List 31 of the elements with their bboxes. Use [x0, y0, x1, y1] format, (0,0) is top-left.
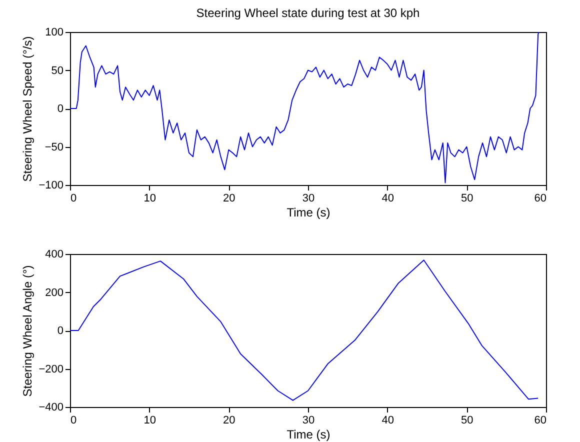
x-tick-label: 0 — [70, 192, 77, 204]
x-tick-label: 0 — [70, 414, 77, 426]
y-tick-label: −50 — [44, 141, 64, 154]
x-axis-title: Time (s) — [286, 428, 330, 442]
x-tick-label: 50 — [461, 414, 474, 426]
line-series — [70, 32, 540, 184]
x-tick-label: 60 — [534, 192, 546, 204]
x-tick-label: 20 — [223, 414, 236, 426]
y-axis-title: Steering Wheel Angle (°) — [20, 265, 35, 397]
y-tick-label: −200 — [38, 363, 64, 376]
y-tick-label: −100 — [38, 180, 64, 192]
x-tick-label: 10 — [144, 192, 156, 204]
y-axis-title: Steering Wheel Speed (°/s) — [20, 36, 35, 182]
x-tick-label: 60 — [534, 414, 546, 426]
x-tick-label: 30 — [302, 192, 315, 204]
chart-title: Steering Wheel state during test at 30 kph — [196, 6, 420, 20]
x-axis-title: Time (s) — [286, 206, 330, 220]
x-tick-label: 40 — [382, 192, 394, 204]
x-tick-label: 10 — [144, 414, 156, 426]
y-tick-label: 100 — [45, 26, 64, 38]
x-tick-label: 50 — [461, 192, 474, 204]
y-tick-label: 200 — [45, 286, 64, 299]
y-tick-label: −400 — [38, 402, 64, 414]
x-tick-label: 40 — [382, 414, 394, 426]
x-tick-label: 20 — [223, 192, 236, 204]
x-tick-label: 30 — [302, 414, 315, 426]
y-tick-label: 400 — [45, 248, 64, 260]
y-tick-label: 50 — [51, 64, 64, 77]
y-tick-label: 0 — [57, 103, 64, 115]
y-tick-label: 0 — [57, 325, 64, 337]
line-series — [70, 260, 539, 401]
